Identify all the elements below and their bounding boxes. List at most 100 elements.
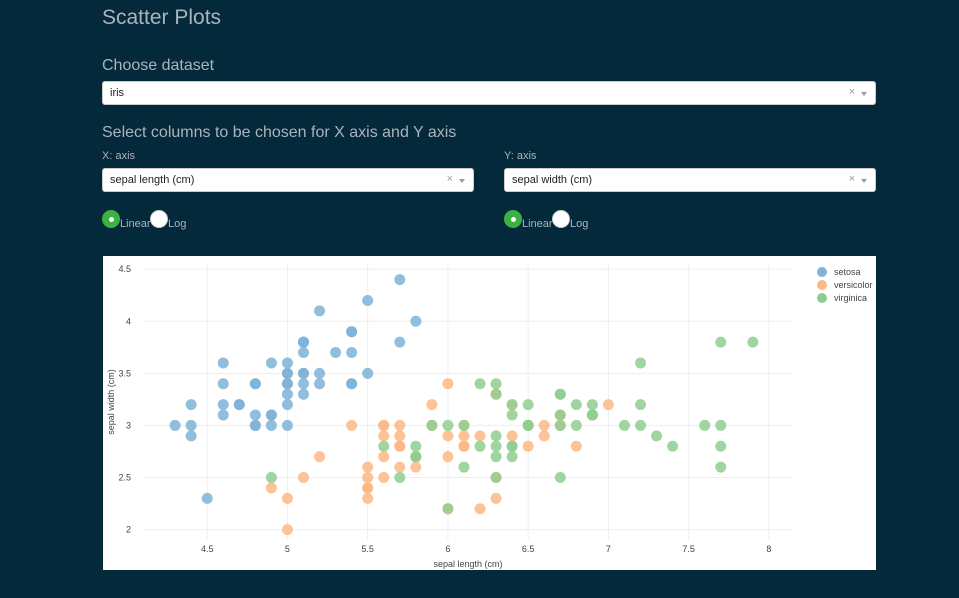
x-axis-select[interactable]: sepal length (cm) × (102, 168, 474, 192)
scatter-point-setosa (410, 315, 422, 327)
y-scale-linear-radio[interactable] (504, 210, 522, 228)
scatter-point-setosa (233, 399, 245, 411)
scatter-point-virginica (506, 409, 518, 421)
scatter-point-virginica (410, 440, 422, 452)
scatter-point-virginica (506, 399, 518, 411)
scatter-point-versicolor (394, 461, 406, 473)
scatter-point-virginica (442, 503, 454, 515)
x-tick-label: 7.5 (682, 544, 695, 554)
scatter-point-virginica (458, 419, 470, 431)
legend-marker-virginica (817, 293, 827, 303)
scatter-chart-svg[interactable]: 4.5 5 5.5 6 6.5 7 7.5 8 2 2.5 3 3.5 4 4.5 sepal length… (103, 256, 876, 570)
scatter-point-virginica (699, 419, 711, 431)
scatter-point-versicolor (458, 430, 470, 442)
clear-icon[interactable]: × (446, 173, 453, 185)
scatter-point-setosa (281, 419, 293, 431)
scatter-point-versicolor (474, 430, 486, 442)
scatter-point-virginica (715, 336, 727, 348)
scatter-point-setosa (394, 336, 406, 348)
scatter-point-versicolor (426, 399, 438, 411)
chevron-down-icon[interactable] (459, 179, 465, 183)
scatter-point-versicolor (442, 430, 454, 442)
y-tick-label: 3.5 (118, 368, 131, 378)
scatter-point-setosa (265, 409, 277, 421)
chevron-down-icon[interactable] (861, 179, 867, 183)
scatter-point-virginica (635, 419, 647, 431)
scatter-point-setosa (265, 357, 277, 369)
legend-marker-versicolor (817, 280, 827, 290)
scatter-point-virginica (394, 472, 406, 484)
scatter-point-virginica (715, 440, 727, 452)
scatter-point-setosa (169, 419, 181, 431)
scatter-point-versicolor (394, 430, 406, 442)
scatter-point-setosa (314, 305, 326, 317)
scatter-point-virginica (426, 419, 438, 431)
scatter-point-versicolor (281, 492, 293, 504)
x-scale-log-label[interactable]: Log (168, 218, 187, 230)
legend-label-setosa: setosa (834, 267, 861, 277)
scatter-point-versicolor (442, 451, 454, 463)
scatter-point-setosa (330, 347, 342, 359)
scatter-point-virginica (635, 357, 647, 369)
scatter-point-virginica (474, 440, 486, 452)
scatter-point-setosa (185, 430, 197, 442)
scatter-point-virginica (506, 451, 518, 463)
scatter-point-virginica (522, 419, 534, 431)
scatter-point-setosa (281, 357, 293, 369)
scatter-point-versicolor (265, 482, 277, 494)
scatter-plot[interactable]: 4.5 5 5.5 6 6.5 7 7.5 8 2 2.5 3 3.5 4 4.5 sepal length… (103, 256, 876, 570)
scatter-point-virginica (586, 399, 598, 411)
scatter-point-setosa (314, 367, 326, 379)
scatter-point-versicolor (410, 461, 422, 473)
scatter-point-versicolor (538, 419, 550, 431)
scatter-point-versicolor (522, 440, 534, 452)
scatter-point-setosa (281, 388, 293, 400)
scatter-point-setosa (249, 409, 261, 421)
y-axis-title: sepal width (cm) (106, 369, 116, 435)
scatter-point-virginica (490, 451, 502, 463)
scatter-point-virginica (554, 419, 566, 431)
scatter-point-virginica (651, 430, 663, 442)
y-axis-label: Y: axis (504, 150, 537, 162)
x-axis-label: X: axis (102, 150, 136, 162)
chevron-down-icon[interactable] (861, 92, 867, 96)
scatter-point-setosa (249, 378, 261, 390)
x-scale-log-radio[interactable] (150, 210, 168, 228)
x-axis-select-value: sepal length (cm) (110, 174, 195, 186)
scatter-point-setosa (362, 367, 374, 379)
scatter-point-setosa (265, 419, 277, 431)
scatter-point-versicolor (378, 430, 390, 442)
scatter-point-virginica (747, 336, 759, 348)
y-axis-select[interactable]: sepal width (cm) × (504, 168, 876, 192)
y-tick-label: 4 (126, 316, 131, 326)
scatter-point-versicolor (378, 451, 390, 463)
scatter-point-virginica (265, 472, 277, 484)
x-scale-linear-radio[interactable] (102, 210, 120, 228)
y-scale-log-label[interactable]: Log (570, 218, 589, 230)
scatter-point-setosa (297, 388, 309, 400)
y-scale-log-radio[interactable] (552, 210, 570, 228)
scatter-point-setosa (185, 419, 197, 431)
clear-icon[interactable]: × (848, 86, 855, 98)
scatter-point-setosa (217, 357, 229, 369)
scatter-point-versicolor (442, 378, 454, 390)
scatter-point-setosa (281, 378, 293, 390)
scatter-point-versicolor (346, 419, 358, 431)
scatter-point-versicolor (458, 440, 470, 452)
scatter-point-virginica (378, 440, 390, 452)
y-scale-linear-label[interactable]: Linear (522, 218, 553, 230)
x-scale-linear-label[interactable]: Linear (120, 218, 151, 230)
page-title: Scatter Plots (102, 6, 222, 29)
scatter-point-setosa (201, 492, 213, 504)
scatter-point-versicolor (378, 472, 390, 484)
clear-icon[interactable]: × (848, 173, 855, 185)
scatter-point-versicolor (570, 440, 582, 452)
scatter-point-virginica (458, 461, 470, 473)
scatter-point-virginica (570, 399, 582, 411)
scatter-point-versicolor (602, 399, 614, 411)
scatter-point-setosa (346, 378, 358, 390)
scatter-point-versicolor (506, 430, 518, 442)
scatter-point-virginica (410, 451, 422, 463)
scatter-point-virginica (715, 461, 727, 473)
dataset-select[interactable]: iris × (102, 81, 876, 105)
